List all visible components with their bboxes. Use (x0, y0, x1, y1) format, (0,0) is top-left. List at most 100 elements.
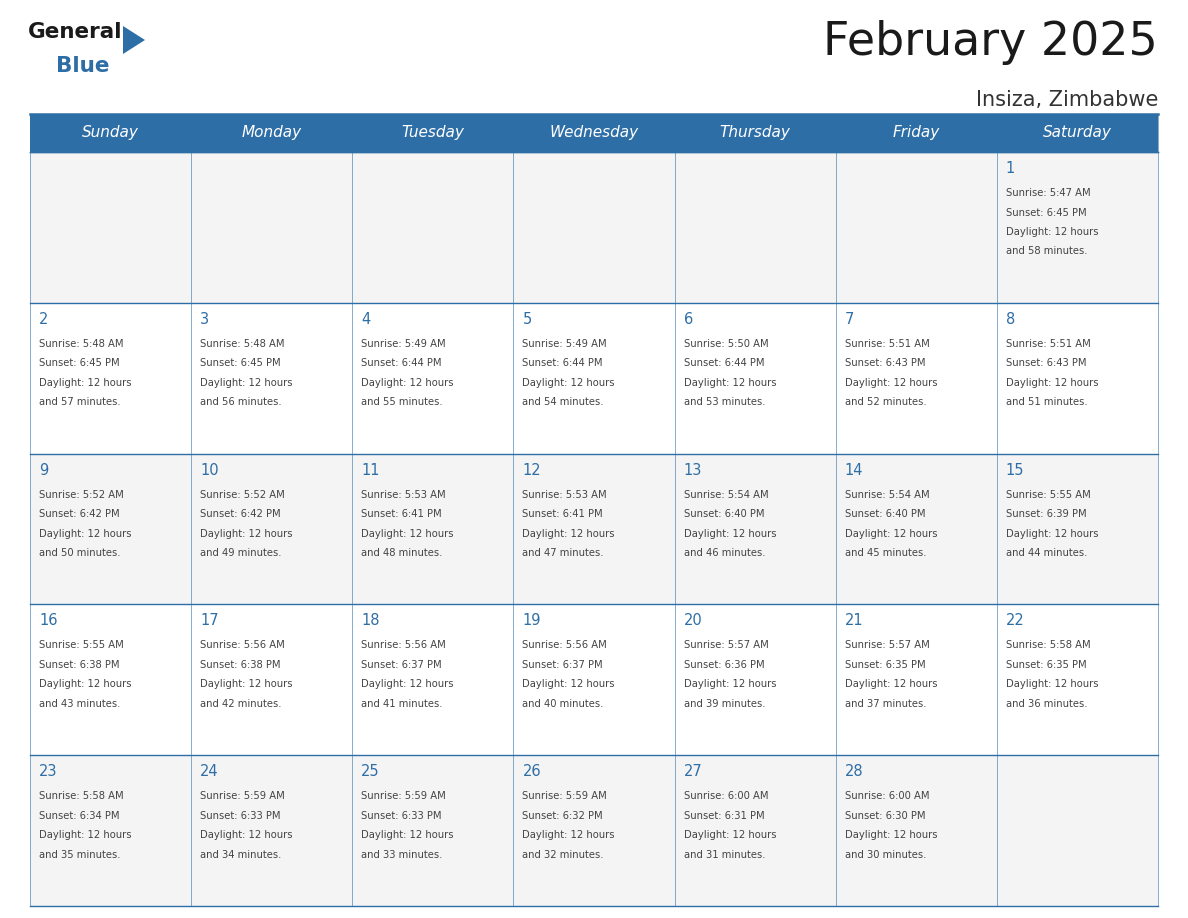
Text: 12: 12 (523, 463, 541, 477)
Text: Sunrise: 5:50 AM: Sunrise: 5:50 AM (683, 339, 769, 349)
Text: and 50 minutes.: and 50 minutes. (39, 548, 120, 558)
Text: February 2025: February 2025 (823, 20, 1158, 65)
Text: Daylight: 12 hours: Daylight: 12 hours (200, 529, 292, 539)
Text: Sunrise: 5:53 AM: Sunrise: 5:53 AM (523, 489, 607, 499)
Text: 28: 28 (845, 764, 864, 779)
Text: 20: 20 (683, 613, 702, 629)
Text: 24: 24 (200, 764, 219, 779)
Text: 9: 9 (39, 463, 49, 477)
Text: Daylight: 12 hours: Daylight: 12 hours (845, 529, 937, 539)
Text: and 33 minutes.: and 33 minutes. (361, 850, 443, 859)
Text: Blue: Blue (56, 56, 109, 76)
Text: Daylight: 12 hours: Daylight: 12 hours (523, 830, 615, 840)
Text: 11: 11 (361, 463, 380, 477)
Text: Sunset: 6:33 PM: Sunset: 6:33 PM (200, 811, 280, 821)
Bar (30, 756, 1158, 906)
Text: 16: 16 (39, 613, 57, 629)
Text: and 44 minutes.: and 44 minutes. (1006, 548, 1087, 558)
Text: Daylight: 12 hours: Daylight: 12 hours (845, 378, 937, 387)
Text: Sunrise: 5:56 AM: Sunrise: 5:56 AM (200, 641, 285, 650)
Text: Sunrise: 5:57 AM: Sunrise: 5:57 AM (683, 641, 769, 650)
Text: Sunset: 6:39 PM: Sunset: 6:39 PM (1006, 509, 1087, 519)
Bar (30, 152, 1158, 303)
Text: Sunrise: 6:00 AM: Sunrise: 6:00 AM (683, 791, 769, 801)
Text: Sunset: 6:35 PM: Sunset: 6:35 PM (845, 660, 925, 670)
Text: 7: 7 (845, 312, 854, 327)
Text: Sunrise: 5:49 AM: Sunrise: 5:49 AM (523, 339, 607, 349)
Text: Daylight: 12 hours: Daylight: 12 hours (361, 679, 454, 689)
Text: Sunrise: 5:48 AM: Sunrise: 5:48 AM (39, 339, 124, 349)
Text: Daylight: 12 hours: Daylight: 12 hours (683, 529, 776, 539)
Text: and 37 minutes.: and 37 minutes. (845, 699, 927, 709)
Text: 6: 6 (683, 312, 693, 327)
Text: and 30 minutes.: and 30 minutes. (845, 850, 927, 859)
Text: Daylight: 12 hours: Daylight: 12 hours (39, 679, 132, 689)
Text: 10: 10 (200, 463, 219, 477)
Text: Wednesday: Wednesday (549, 126, 639, 140)
Text: Sunset: 6:34 PM: Sunset: 6:34 PM (39, 811, 120, 821)
Text: 23: 23 (39, 764, 57, 779)
Text: Daylight: 12 hours: Daylight: 12 hours (683, 378, 776, 387)
Text: and 48 minutes.: and 48 minutes. (361, 548, 443, 558)
Polygon shape (124, 26, 145, 54)
Text: Sunset: 6:43 PM: Sunset: 6:43 PM (845, 358, 925, 368)
Text: Sunset: 6:41 PM: Sunset: 6:41 PM (361, 509, 442, 519)
Text: Daylight: 12 hours: Daylight: 12 hours (39, 529, 132, 539)
Text: Sunset: 6:41 PM: Sunset: 6:41 PM (523, 509, 604, 519)
Text: Sunrise: 5:55 AM: Sunrise: 5:55 AM (39, 641, 124, 650)
Text: and 57 minutes.: and 57 minutes. (39, 397, 121, 408)
Text: Sunrise: 5:51 AM: Sunrise: 5:51 AM (845, 339, 929, 349)
Bar (30, 453, 1158, 604)
Text: 13: 13 (683, 463, 702, 477)
Text: Sunset: 6:44 PM: Sunset: 6:44 PM (683, 358, 764, 368)
Text: Daylight: 12 hours: Daylight: 12 hours (845, 679, 937, 689)
Text: 22: 22 (1006, 613, 1024, 629)
Text: Daylight: 12 hours: Daylight: 12 hours (200, 830, 292, 840)
Text: Daylight: 12 hours: Daylight: 12 hours (200, 679, 292, 689)
Text: and 36 minutes.: and 36 minutes. (1006, 699, 1087, 709)
Text: Sunrise: 5:56 AM: Sunrise: 5:56 AM (523, 641, 607, 650)
Text: Daylight: 12 hours: Daylight: 12 hours (1006, 679, 1099, 689)
Text: Sunrise: 5:58 AM: Sunrise: 5:58 AM (39, 791, 124, 801)
Text: Daylight: 12 hours: Daylight: 12 hours (361, 830, 454, 840)
Text: Sunset: 6:35 PM: Sunset: 6:35 PM (1006, 660, 1087, 670)
Text: Tuesday: Tuesday (402, 126, 465, 140)
Bar (30, 114, 1158, 152)
Text: Sunset: 6:32 PM: Sunset: 6:32 PM (523, 811, 604, 821)
Text: Saturday: Saturday (1043, 126, 1112, 140)
Text: and 32 minutes.: and 32 minutes. (523, 850, 604, 859)
Text: 14: 14 (845, 463, 864, 477)
Text: Sunrise: 5:59 AM: Sunrise: 5:59 AM (361, 791, 446, 801)
Text: and 55 minutes.: and 55 minutes. (361, 397, 443, 408)
Text: Sunset: 6:44 PM: Sunset: 6:44 PM (361, 358, 442, 368)
Text: Sunrise: 5:58 AM: Sunrise: 5:58 AM (1006, 641, 1091, 650)
Text: and 49 minutes.: and 49 minutes. (200, 548, 282, 558)
Text: 2: 2 (39, 312, 49, 327)
Text: and 43 minutes.: and 43 minutes. (39, 699, 120, 709)
Text: and 45 minutes.: and 45 minutes. (845, 548, 927, 558)
Text: Sunrise: 5:59 AM: Sunrise: 5:59 AM (523, 791, 607, 801)
Text: Sunset: 6:33 PM: Sunset: 6:33 PM (361, 811, 442, 821)
Text: and 40 minutes.: and 40 minutes. (523, 699, 604, 709)
Text: Sunrise: 5:56 AM: Sunrise: 5:56 AM (361, 641, 446, 650)
Text: 1: 1 (1006, 161, 1015, 176)
Text: 8: 8 (1006, 312, 1015, 327)
Text: Daylight: 12 hours: Daylight: 12 hours (200, 378, 292, 387)
Text: 26: 26 (523, 764, 541, 779)
Text: Sunrise: 5:51 AM: Sunrise: 5:51 AM (1006, 339, 1091, 349)
Text: and 53 minutes.: and 53 minutes. (683, 397, 765, 408)
Text: and 58 minutes.: and 58 minutes. (1006, 247, 1087, 256)
Text: Sunset: 6:37 PM: Sunset: 6:37 PM (361, 660, 442, 670)
Text: 3: 3 (200, 312, 209, 327)
Text: Daylight: 12 hours: Daylight: 12 hours (1006, 378, 1099, 387)
Text: Daylight: 12 hours: Daylight: 12 hours (523, 378, 615, 387)
Text: Sunset: 6:40 PM: Sunset: 6:40 PM (683, 509, 764, 519)
Text: and 47 minutes.: and 47 minutes. (523, 548, 604, 558)
Text: Sunset: 6:44 PM: Sunset: 6:44 PM (523, 358, 604, 368)
Text: 27: 27 (683, 764, 702, 779)
Text: Sunrise: 5:54 AM: Sunrise: 5:54 AM (683, 489, 769, 499)
Text: Sunrise: 5:47 AM: Sunrise: 5:47 AM (1006, 188, 1091, 198)
Text: and 46 minutes.: and 46 minutes. (683, 548, 765, 558)
Bar (30, 604, 1158, 756)
Text: Daylight: 12 hours: Daylight: 12 hours (1006, 227, 1099, 237)
